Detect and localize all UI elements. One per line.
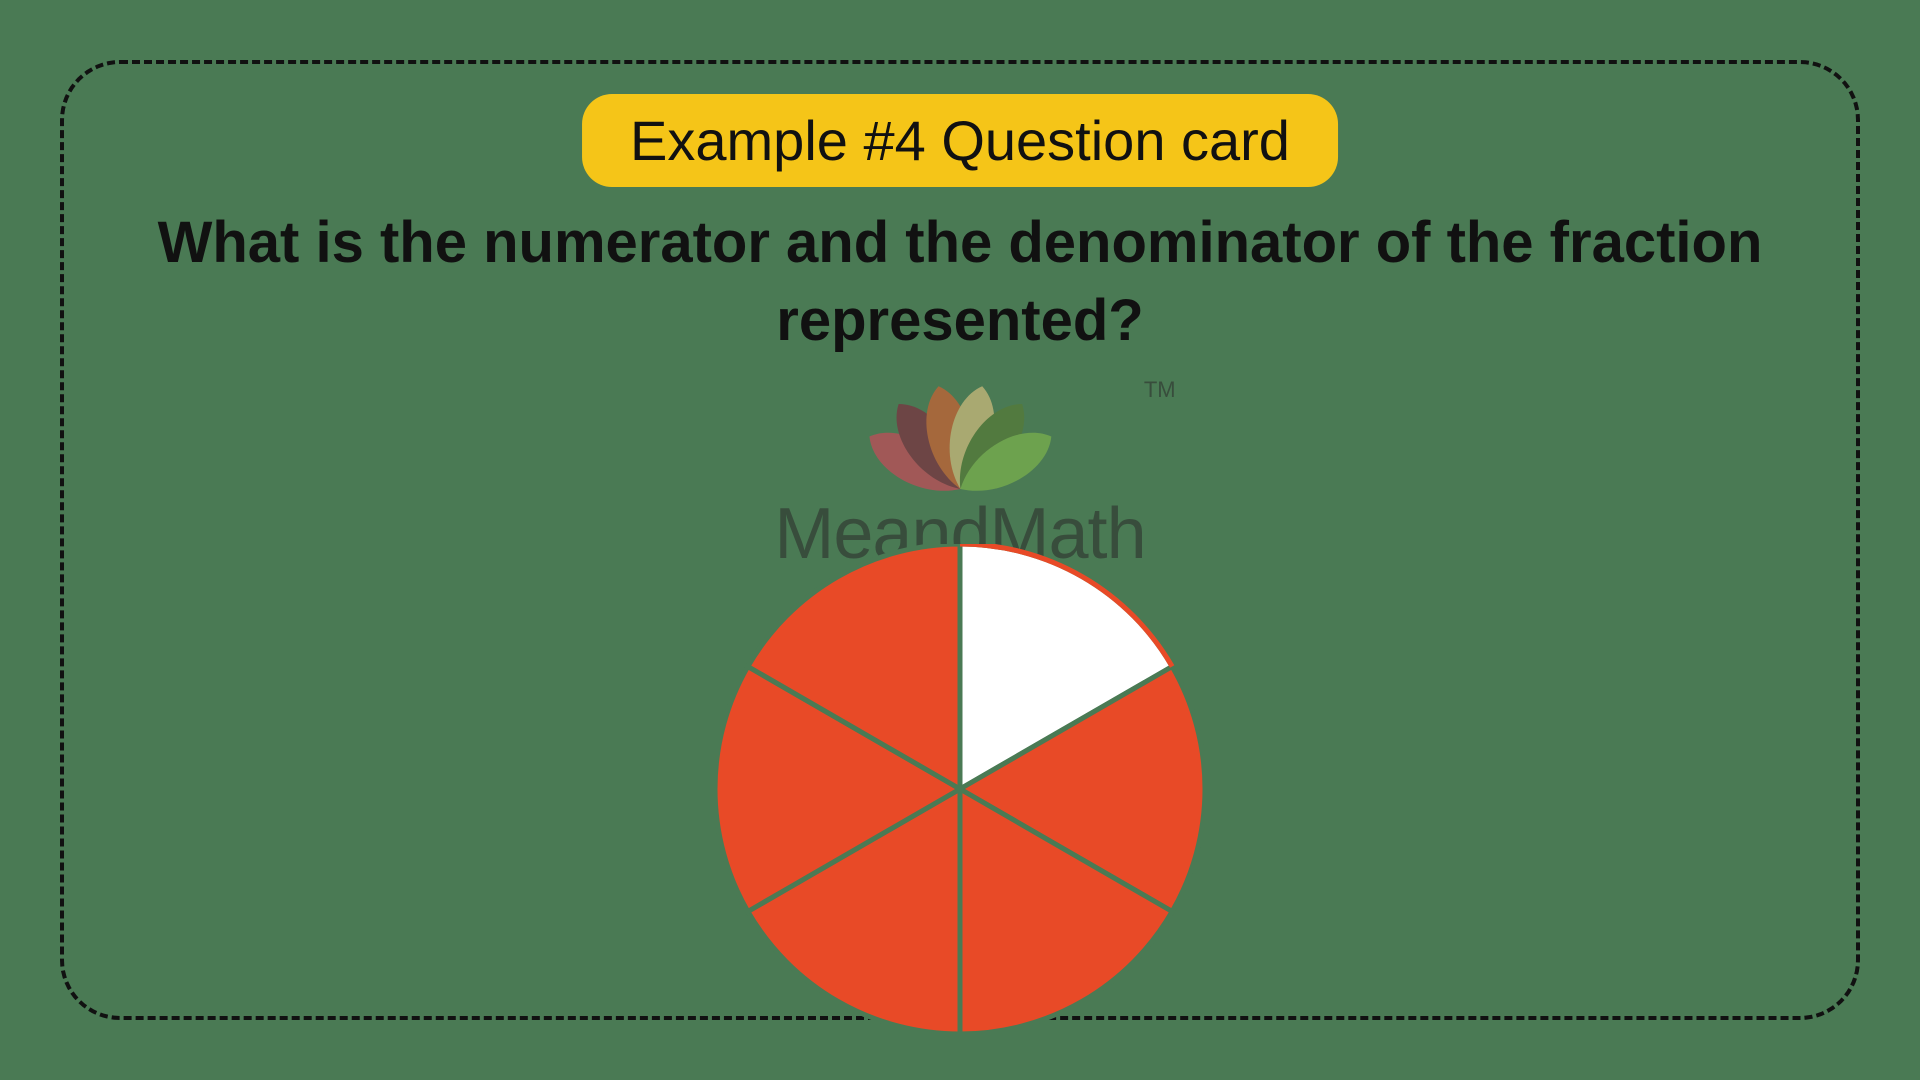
- lotus-petal: [881, 392, 977, 499]
- lotus-petal: [950, 418, 1062, 499]
- lotus-petal: [918, 382, 981, 493]
- trademark-label: TM: [1144, 377, 1176, 403]
- lotus-petal: [939, 382, 1002, 493]
- question-card: Example #4 Question card What is the num…: [60, 60, 1860, 1020]
- card-title-badge: Example #4 Question card: [582, 94, 1338, 187]
- lotus-logo-icon: [820, 369, 1100, 499]
- lotus-petal: [943, 392, 1039, 499]
- fraction-pie-chart: [715, 544, 1205, 1034]
- lotus-petal: [859, 418, 971, 499]
- card-title: Example #4 Question card: [630, 109, 1290, 172]
- question-text: What is the numerator and the denominato…: [64, 204, 1856, 361]
